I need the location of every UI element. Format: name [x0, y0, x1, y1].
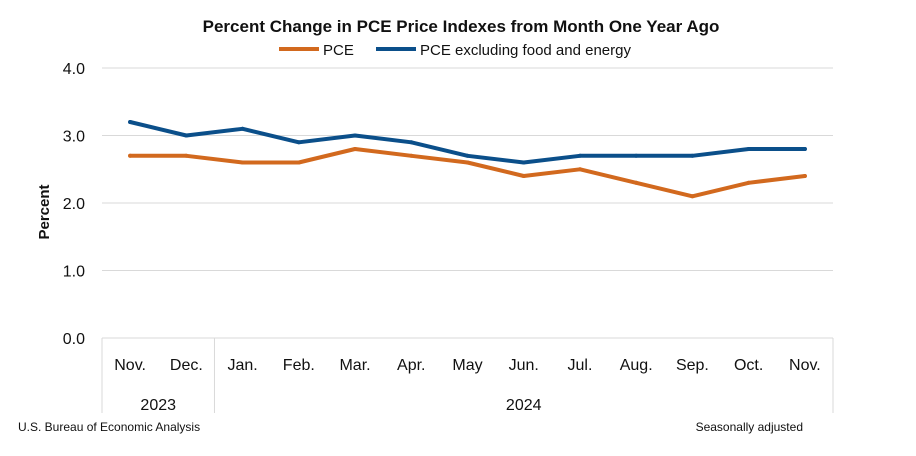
y-axis-label: Percent: [36, 184, 53, 239]
data-point-pce: [690, 194, 695, 199]
y-tick-label: 2.0: [63, 196, 85, 213]
x-tick-label: May: [452, 357, 482, 374]
x-tick-label: Feb.: [283, 357, 315, 374]
data-point-pce: [634, 180, 639, 185]
x-tick-label: Oct.: [734, 357, 763, 374]
data-point-core: [184, 133, 189, 138]
gridlines: [102, 67, 833, 271]
data-point-pce: [577, 167, 582, 172]
x-tick-label: Jun.: [509, 357, 539, 374]
seasonal-note: Seasonally adjusted: [696, 420, 803, 434]
source-note: U.S. Bureau of Economic Analysis: [18, 420, 200, 434]
legend: PCE PCE excluding food and energy: [279, 42, 631, 59]
data-point-core: [296, 140, 301, 145]
year-label: 2023: [140, 397, 176, 414]
data-point-core: [465, 153, 470, 158]
data-point-pce: [353, 147, 358, 151]
x-tick-label: Apr.: [397, 357, 425, 374]
legend-label-pce: PCE: [323, 42, 354, 59]
data-point-core: [746, 147, 751, 151]
y-tick-label: 1.0: [63, 264, 85, 281]
data-point-pce: [465, 160, 470, 165]
y-tick-label: 0.0: [63, 331, 85, 348]
x-tick-label: Jul.: [568, 357, 593, 374]
data-point-pce: [184, 153, 189, 158]
data-point-pce: [240, 160, 245, 165]
year-label: 2024: [506, 397, 542, 414]
chart-title: Percent Change in PCE Price Indexes from…: [203, 17, 720, 36]
x-tick-label: Nov.: [114, 357, 146, 374]
data-point-pce: [128, 153, 133, 158]
y-tick-label: 3.0: [63, 129, 85, 146]
data-point-core: [577, 153, 582, 158]
data-point-pce: [802, 174, 807, 178]
x-axis: 2023 2024 Nov. Dec. Jan. Feb. Mar. Apr. May Jun. J…: [101, 337, 834, 414]
y-axis-ticks: 0.0 1.0 2.0 3.0 4.0: [63, 61, 85, 348]
series-lines: [128, 120, 807, 199]
x-tick-label: Jan.: [227, 357, 257, 374]
data-point-core: [353, 133, 358, 138]
data-point-core: [409, 140, 414, 145]
data-point-pce: [296, 160, 301, 165]
data-point-core: [690, 153, 695, 158]
legend-label-core: PCE excluding food and energy: [420, 42, 631, 59]
x-tick-label: Dec.: [170, 357, 203, 374]
y-tick-label: 4.0: [63, 61, 85, 78]
x-tick-label: Sep.: [676, 357, 709, 374]
data-point-pce: [521, 174, 526, 178]
data-point-pce: [746, 180, 751, 185]
data-point-core: [521, 160, 526, 165]
x-tick-label: Mar.: [339, 357, 370, 374]
x-tick-label: Aug.: [620, 357, 653, 374]
data-point-core: [128, 120, 133, 124]
data-point-core: [240, 126, 245, 131]
x-tick-label: Nov.: [789, 357, 821, 374]
data-point-core: [634, 153, 639, 158]
data-point-core: [802, 147, 807, 151]
data-point-pce: [409, 153, 414, 158]
